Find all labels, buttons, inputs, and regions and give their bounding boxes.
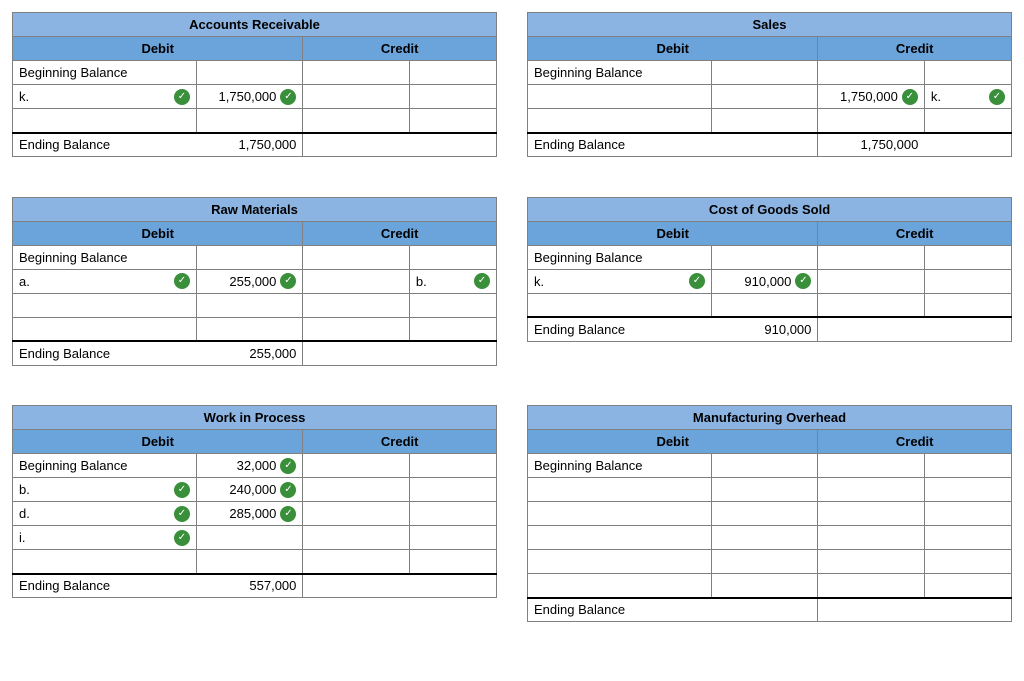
check-icon: ✓ bbox=[902, 89, 918, 105]
check-icon: ✓ bbox=[280, 506, 296, 522]
title: Sales bbox=[528, 13, 1012, 37]
ending-balance-label: Ending Balance bbox=[528, 133, 712, 157]
check-icon: ✓ bbox=[174, 530, 190, 546]
debit-header: Debit bbox=[528, 430, 818, 454]
entry-cell[interactable]: 1,750,000 ✓ bbox=[196, 85, 302, 109]
entry-label: b. bbox=[416, 274, 427, 289]
debit-header: Debit bbox=[528, 37, 818, 61]
title: Work in Process bbox=[13, 406, 497, 430]
entry-value: 32,000 bbox=[203, 458, 276, 473]
entry-cell[interactable]: b. ✓ bbox=[409, 269, 496, 293]
check-icon: ✓ bbox=[174, 273, 190, 289]
beginning-balance-label: Beginning Balance bbox=[528, 61, 712, 85]
taccount-cogs: Cost of Goods Sold Debit Credit Beginnin… bbox=[527, 197, 1012, 384]
check-icon: ✓ bbox=[174, 482, 190, 498]
entry-value: 240,000 bbox=[203, 482, 276, 497]
beginning-balance-label: Beginning Balance bbox=[13, 61, 197, 85]
title: Raw Materials bbox=[13, 197, 497, 221]
credit-header: Credit bbox=[303, 430, 497, 454]
t-account-grid: Accounts Receivable Debit Credit Beginni… bbox=[12, 12, 1012, 640]
ending-balance-debit: 1,750,000 bbox=[196, 133, 302, 157]
entry-label: k. bbox=[19, 89, 29, 104]
check-icon: ✓ bbox=[174, 89, 190, 105]
entry-label: d. bbox=[19, 506, 30, 521]
entry-value: 285,000 bbox=[203, 506, 276, 521]
debit-header: Debit bbox=[528, 221, 818, 245]
ending-balance-label: Ending Balance bbox=[13, 574, 197, 598]
entry-cell[interactable]: k. ✓ bbox=[13, 85, 197, 109]
title: Manufacturing Overhead bbox=[528, 406, 1012, 430]
debit-header: Debit bbox=[13, 430, 303, 454]
credit-header: Credit bbox=[303, 221, 497, 245]
beginning-balance-label: Beginning Balance bbox=[13, 454, 197, 478]
entry-label: k. bbox=[534, 274, 544, 289]
entry-value: 1,750,000 bbox=[824, 89, 897, 104]
ending-balance-label: Ending Balance bbox=[13, 133, 197, 157]
entry-cell[interactable]: i. ✓ bbox=[13, 526, 197, 550]
entry-cell[interactable]: 240,000 ✓ bbox=[196, 478, 302, 502]
credit-header: Credit bbox=[818, 430, 1012, 454]
check-icon: ✓ bbox=[280, 89, 296, 105]
entry-label: k. bbox=[931, 89, 941, 104]
title: Cost of Goods Sold bbox=[528, 197, 1012, 221]
credit-header: Credit bbox=[818, 37, 1012, 61]
check-icon: ✓ bbox=[280, 273, 296, 289]
entry-cell[interactable]: a. ✓ bbox=[13, 269, 197, 293]
taccount-sales: Sales Debit Credit Beginning Balance 1,7… bbox=[527, 12, 1012, 175]
entry-value: 910,000 bbox=[718, 274, 791, 289]
beginning-balance-label: Beginning Balance bbox=[528, 245, 712, 269]
check-icon: ✓ bbox=[689, 273, 705, 289]
entry-cell[interactable]: 285,000 ✓ bbox=[196, 502, 302, 526]
check-icon: ✓ bbox=[474, 273, 490, 289]
check-icon: ✓ bbox=[280, 458, 296, 474]
entry-cell[interactable]: k. ✓ bbox=[924, 85, 1011, 109]
check-icon: ✓ bbox=[174, 506, 190, 522]
check-icon: ✓ bbox=[989, 89, 1005, 105]
entry-cell[interactable]: 255,000 ✓ bbox=[196, 269, 302, 293]
entry-cell[interactable]: 1,750,000 ✓ bbox=[818, 85, 924, 109]
check-icon: ✓ bbox=[280, 482, 296, 498]
taccount-moh: Manufacturing Overhead Debit Credit Begi… bbox=[527, 405, 1012, 640]
ending-balance-label: Ending Balance bbox=[13, 341, 197, 365]
ending-balance-debit: 910,000 bbox=[711, 317, 817, 341]
ending-balance-debit: 557,000 bbox=[196, 574, 302, 598]
ending-balance-label: Ending Balance bbox=[528, 598, 712, 622]
debit-header: Debit bbox=[13, 221, 303, 245]
title: Accounts Receivable bbox=[13, 13, 497, 37]
entry-label: a. bbox=[19, 274, 30, 289]
entry-cell[interactable]: k. ✓ bbox=[528, 269, 712, 293]
beginning-balance-label: Beginning Balance bbox=[13, 245, 197, 269]
entry-cell[interactable]: 32,000 ✓ bbox=[196, 454, 302, 478]
entry-cell[interactable]: 910,000 ✓ bbox=[711, 269, 817, 293]
entry-value: 1,750,000 bbox=[203, 89, 276, 104]
beginning-balance-label: Beginning Balance bbox=[528, 454, 712, 478]
entry-cell[interactable]: d. ✓ bbox=[13, 502, 197, 526]
entry-value: 255,000 bbox=[203, 274, 276, 289]
entry-label: i. bbox=[19, 530, 26, 545]
entry-cell[interactable]: b. ✓ bbox=[13, 478, 197, 502]
entry-label: b. bbox=[19, 482, 30, 497]
taccount-accounts-receivable: Accounts Receivable Debit Credit Beginni… bbox=[12, 12, 497, 175]
credit-header: Credit bbox=[303, 37, 497, 61]
ending-balance-debit: 255,000 bbox=[196, 341, 302, 365]
debit-header: Debit bbox=[13, 37, 303, 61]
check-icon: ✓ bbox=[795, 273, 811, 289]
ending-balance-credit: 1,750,000 bbox=[818, 133, 924, 157]
ending-balance-label: Ending Balance bbox=[528, 317, 712, 341]
credit-header: Credit bbox=[818, 221, 1012, 245]
taccount-raw-materials: Raw Materials Debit Credit Beginning Bal… bbox=[12, 197, 497, 384]
taccount-wip: Work in Process Debit Credit Beginning B… bbox=[12, 405, 497, 640]
